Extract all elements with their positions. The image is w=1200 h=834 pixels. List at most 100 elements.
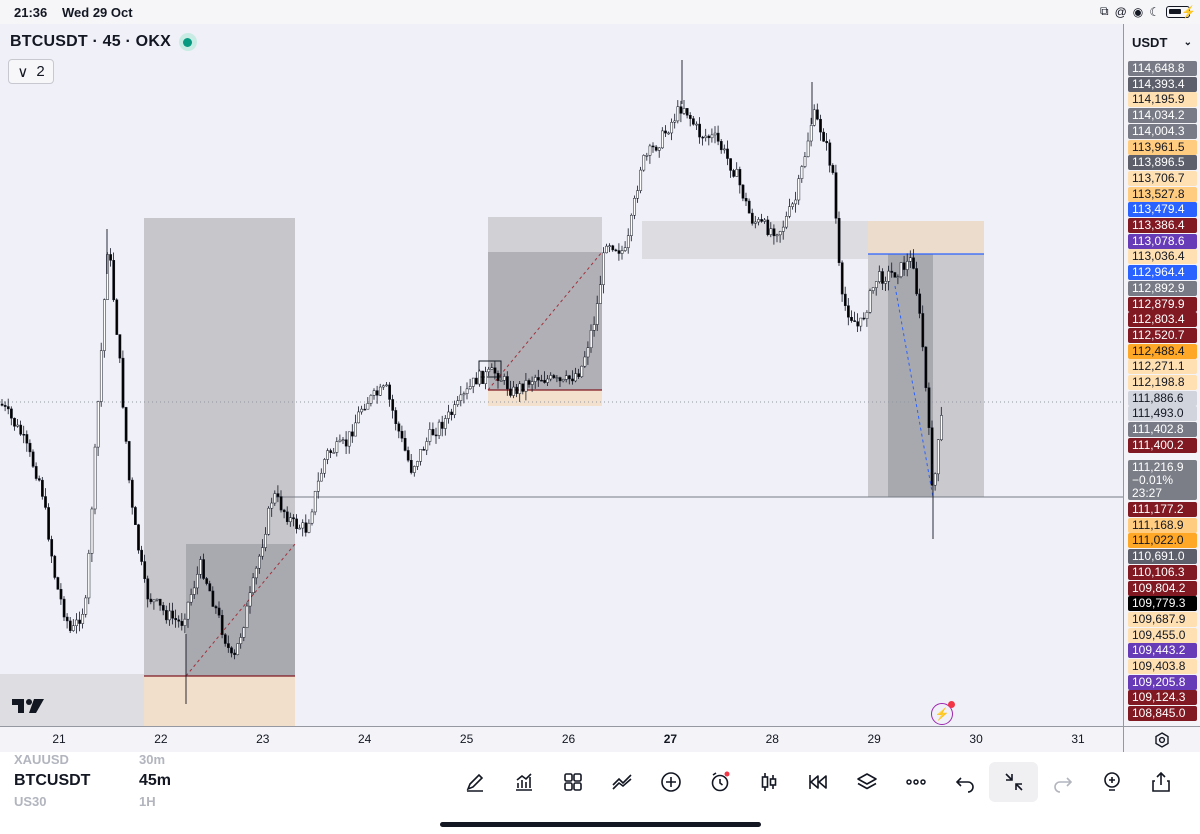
candle-body xyxy=(664,130,667,134)
compare-button[interactable] xyxy=(597,762,646,802)
candle-body xyxy=(214,606,218,609)
candle-body xyxy=(685,108,689,116)
undo-button[interactable] xyxy=(940,762,989,802)
candle-body xyxy=(704,135,708,138)
price-label: 112,879.9 xyxy=(1128,296,1197,312)
candle-body xyxy=(192,587,196,595)
candle-body xyxy=(289,517,292,523)
candle-body xyxy=(843,293,847,306)
candle-body xyxy=(397,423,401,432)
symbol-title[interactable]: BTCUSDT · 45 · OKX xyxy=(10,33,171,50)
grid-icon xyxy=(563,773,582,791)
toolbar-tools xyxy=(450,762,1185,802)
layers-button[interactable] xyxy=(842,762,891,802)
more-button[interactable] xyxy=(891,762,940,802)
alert-button[interactable] xyxy=(695,762,744,802)
candle-body xyxy=(124,407,128,442)
layers-icon xyxy=(856,773,877,790)
chart-settings-button[interactable] xyxy=(1123,726,1200,752)
candle-body xyxy=(819,118,822,133)
candle-body xyxy=(608,245,612,247)
candle-body xyxy=(419,449,422,462)
plus-circle-icon xyxy=(660,772,681,792)
candle-body xyxy=(586,347,590,358)
symbol-header[interactable]: BTCUSDT · 45 · OKX xyxy=(10,33,197,51)
chart-type-button[interactable] xyxy=(744,762,793,802)
price-label: 114,648.8 xyxy=(1128,61,1197,76)
home-indicator[interactable] xyxy=(440,822,761,827)
price-label: 109,443.2 xyxy=(1128,643,1197,659)
price-label: 109,804.2 xyxy=(1128,580,1197,596)
add-button[interactable] xyxy=(646,762,695,802)
drawing-tool-button[interactable] xyxy=(450,762,499,802)
candle-body xyxy=(549,375,553,380)
candle-body xyxy=(273,493,277,504)
candle-body xyxy=(850,317,853,321)
candle-body xyxy=(267,507,271,535)
redo-button[interactable] xyxy=(1038,762,1087,802)
candle-body xyxy=(816,109,819,120)
candle-body xyxy=(41,479,44,497)
candle-body xyxy=(357,411,360,424)
candlestick-chart[interactable] xyxy=(0,24,1123,726)
time-axis[interactable]: 21 22 23 24 25 26 27 28 29 30 31 xyxy=(0,726,1123,752)
candle-body xyxy=(707,135,711,139)
candle-body xyxy=(385,384,388,387)
prev-symbol[interactable]: XAUUSD xyxy=(14,752,69,767)
current-symbol[interactable]: BTCUSDT xyxy=(14,772,91,789)
layouts-button[interactable] xyxy=(548,762,597,802)
next-timeframe[interactable]: 1H xyxy=(139,794,156,809)
candle-body xyxy=(893,272,897,278)
candle-body xyxy=(639,169,643,191)
candle-body xyxy=(564,375,568,380)
candle-body xyxy=(261,547,264,557)
candle-body xyxy=(552,375,556,378)
candle-body xyxy=(713,132,717,136)
exit-fullscreen-button[interactable] xyxy=(989,762,1038,802)
replay-button[interactable] xyxy=(793,762,842,802)
candle-body xyxy=(716,132,720,142)
prev-timeframe[interactable]: 30m xyxy=(139,752,166,767)
candle-body xyxy=(878,271,881,282)
candle-body xyxy=(87,553,91,599)
candle-body xyxy=(657,147,661,151)
current-timeframe[interactable]: 45m xyxy=(139,772,172,789)
candle-body xyxy=(527,380,531,385)
chart-pane[interactable]: BTCUSDT · 45 · OKX ∨ 2 ⚡ xyxy=(0,24,1123,726)
time-tick: 27 xyxy=(663,732,678,746)
candle-body xyxy=(791,203,794,207)
candle-body xyxy=(484,371,488,384)
candle-body xyxy=(220,615,224,635)
time-tick: 22 xyxy=(154,732,168,746)
candle-body xyxy=(583,356,587,367)
candle-body xyxy=(670,122,674,134)
candle-body xyxy=(400,430,404,439)
price-label: 111,493.0 xyxy=(1128,406,1197,422)
candle-body xyxy=(630,214,633,236)
indicator-collapse-button[interactable]: ∨ 2 xyxy=(8,59,54,84)
candle-body xyxy=(701,136,705,139)
candle-body xyxy=(354,422,357,437)
candle-body xyxy=(68,620,72,631)
candle-body xyxy=(515,386,519,394)
share-button[interactable] xyxy=(1136,762,1185,802)
candle-body xyxy=(72,625,75,631)
indicators-button[interactable] xyxy=(499,762,548,802)
candle-body xyxy=(617,250,621,254)
candle-body xyxy=(633,198,636,216)
price-scale[interactable]: USDT ⌄ 114,648.8 114,393.4 114,195.9 114,03… xyxy=(1123,24,1200,726)
add-idea-button[interactable] xyxy=(1087,762,1136,802)
candle-body xyxy=(729,158,732,171)
candle-body xyxy=(0,403,4,406)
next-symbol[interactable]: US30 xyxy=(14,794,47,809)
candle-body xyxy=(307,522,311,533)
currency-selector[interactable]: USDT ⌄ xyxy=(1128,30,1196,54)
candle-body xyxy=(809,125,813,142)
chevron-down-icon: ∨ xyxy=(17,63,29,81)
candle-body xyxy=(918,293,922,314)
candle-body xyxy=(623,247,627,251)
status-bar: 21:36 Wed 29 Oct ⧉ @ ◉ ☾ ⚡ xyxy=(0,0,1200,24)
candle-body xyxy=(667,132,670,135)
flash-icon[interactable]: ⚡ xyxy=(931,701,955,725)
candle-body xyxy=(887,270,891,282)
